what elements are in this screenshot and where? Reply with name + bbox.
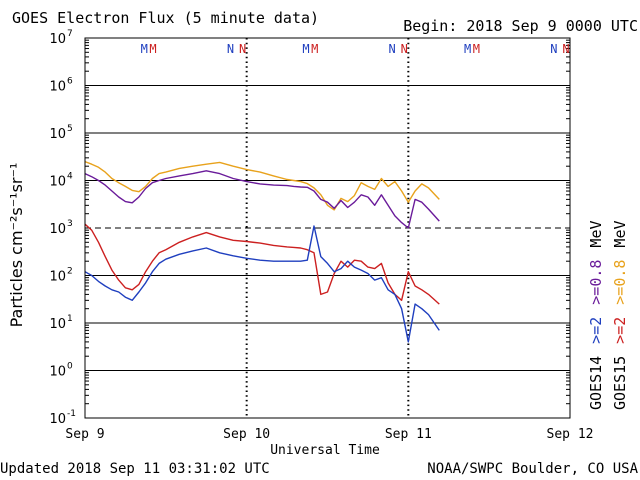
x-tick-label: Sep 9	[65, 427, 104, 442]
x-tick-labels: Sep 9 Sep 10 Sep 11 Sep 12	[65, 427, 593, 442]
y-tick-exponent: 0	[67, 362, 73, 372]
legend-entry: MeV	[611, 220, 629, 247]
marker-m: M	[302, 42, 309, 56]
marker-n: N	[389, 42, 396, 56]
legend-row-goes14: GOES14 >=2 >=0.8 MeV	[587, 220, 605, 410]
y-tick-label: 10	[49, 80, 66, 95]
marker-m: M	[311, 42, 318, 56]
y-tick-exponent: 7	[67, 29, 73, 39]
y-tick-exponent: 2	[67, 267, 73, 277]
legend-entry: >=2	[611, 317, 629, 344]
legend-entry: GOES14	[587, 356, 605, 410]
marker-m: M	[464, 42, 471, 56]
y-axis-label: Particles cm⁻²s⁻¹sr⁻¹	[7, 163, 26, 328]
series-line-1	[84, 160, 440, 211]
updated-time: Updated 2018 Sep 11 03:31:02 UTC	[0, 461, 270, 477]
plot-frame	[84, 37, 571, 419]
y-tick-exponent: 3	[67, 219, 73, 229]
y-tick-label: 10	[49, 127, 66, 142]
y-tick-label: 10	[49, 412, 66, 427]
y-tick-exponent: 1	[67, 314, 73, 324]
chart-title: GOES Electron Flux (5 minute data)	[12, 9, 319, 27]
begin-time: Begin: 2018 Sep 9 0000 UTC	[403, 17, 638, 35]
legend-entry: MeV	[587, 220, 605, 247]
y-tick-label: 10	[49, 365, 66, 380]
x-axis-label: Universal Time	[270, 443, 380, 458]
y-tick-label: 10	[49, 270, 66, 285]
y-tick-exponent: 6	[67, 77, 73, 87]
marker-n: N	[550, 42, 557, 56]
y-tick-label: 10	[49, 175, 66, 190]
y-tick-exponent: 4	[67, 172, 73, 182]
data-series	[84, 160, 440, 343]
legend: GOES14 >=2 >=0.8 MeV GOES15 >=2 >=0.8 MeV	[587, 220, 629, 410]
legend-entry: >=2	[587, 317, 605, 344]
series-line-2	[84, 170, 440, 229]
y-tick-label: 10	[49, 317, 66, 332]
marker-n: N	[562, 42, 569, 56]
legend-entry: GOES15	[611, 356, 629, 410]
y-tick-exponent: -1	[67, 409, 76, 419]
x-tick-label: Sep 11	[385, 427, 432, 442]
series-line-3	[84, 223, 440, 305]
marker-n: N	[239, 42, 246, 56]
legend-row-goes15: GOES15 >=2 >=0.8 MeV	[611, 220, 629, 410]
series-line-4	[84, 225, 440, 343]
gridlines	[85, 37, 570, 419]
credit-text: NOAA/SWPC Boulder, CO USA	[427, 461, 638, 477]
marker-n: N	[401, 42, 408, 56]
x-tick-label: Sep 10	[223, 427, 270, 442]
y-tick-label: 10	[49, 222, 66, 237]
marker-m: M	[141, 42, 148, 56]
x-tick-label: Sep 12	[547, 427, 594, 442]
marker-m: M	[149, 42, 156, 56]
y-tick-exponent: 5	[67, 124, 73, 134]
marker-n: N	[227, 42, 234, 56]
y-tick-label: 10	[49, 32, 66, 47]
legend-entry: >=0.8	[611, 260, 629, 305]
marker-m: M	[473, 42, 480, 56]
legend-entry: >=0.8	[587, 260, 605, 305]
